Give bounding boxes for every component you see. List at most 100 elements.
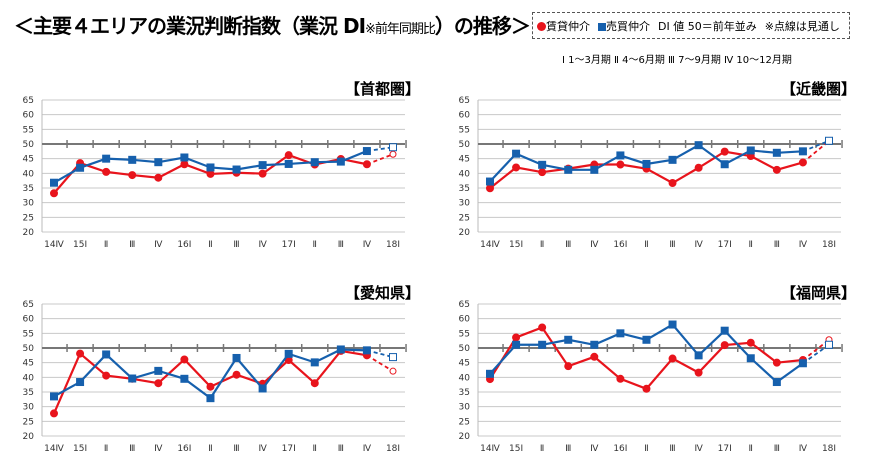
page-title: ＜主要４エリアの業況判断指数（業況 DI※前年同期比）の推移＞ — [14, 10, 531, 39]
data-point — [798, 158, 807, 167]
y-tick-label: 25 — [23, 213, 34, 223]
data-point — [154, 158, 163, 167]
y-tick-label: 45 — [23, 155, 34, 165]
y-tick-label: 60 — [23, 315, 35, 325]
data-point — [362, 147, 371, 156]
title-main: ＜主要４エリアの業況判断指数（業況 DI — [14, 14, 366, 38]
title-note: ※前年同期比 — [365, 22, 436, 37]
legend-chintai-label: 賃貸仲介 — [546, 19, 590, 33]
period-legend: Ⅰ 1～3月期 Ⅱ 4～6月期 Ⅲ 7～9月期 Ⅳ 10～12月期 — [562, 55, 792, 66]
x-tick-label: 14Ⅳ — [480, 240, 500, 250]
data-point — [154, 366, 163, 375]
data-point — [310, 379, 319, 388]
x-tick-label: 15Ⅰ — [509, 240, 523, 250]
x-tick-label: 14Ⅳ — [44, 444, 64, 454]
data-point — [336, 345, 345, 354]
y-tick-label: 40 — [23, 169, 35, 179]
forecast-point — [389, 367, 397, 375]
legend: 賃貸仲介 売買仲介 DI 値 50＝前年並み ※点線は見通し — [532, 12, 850, 39]
forecast-point — [825, 136, 833, 145]
data-point — [512, 340, 521, 349]
x-tick-label: Ⅲ — [233, 240, 239, 250]
forecast-point — [389, 143, 397, 152]
data-point — [720, 160, 729, 169]
data-point — [180, 374, 189, 383]
y-tick-label: 65 — [23, 300, 34, 310]
x-tick-label: Ⅱ — [540, 240, 544, 250]
data-point — [180, 355, 189, 364]
data-point — [206, 382, 215, 391]
data-point — [642, 159, 651, 168]
data-point — [232, 370, 241, 379]
x-tick-label: Ⅱ — [313, 240, 317, 250]
x-tick-label: Ⅳ — [258, 444, 267, 454]
chart-aichi: 【愛知県】 20 25 30 35 40 45 50 55 60 65 14Ⅳ 15Ⅰ Ⅱ Ⅲ Ⅳ 16Ⅰ Ⅱ Ⅲ Ⅳ… — [0, 279, 436, 469]
data-point — [310, 358, 319, 367]
data-point — [180, 153, 189, 162]
x-tick-label: Ⅲ — [338, 444, 344, 454]
y-tick-label: 60 — [459, 315, 471, 325]
forecast-line — [802, 344, 830, 364]
x-tick-label: Ⅱ — [313, 444, 317, 454]
x-tick-label: 15Ⅰ — [509, 444, 523, 454]
data-point — [642, 335, 651, 344]
y-tick-label: 55 — [23, 125, 34, 135]
data-point — [564, 362, 573, 371]
x-tick-label: Ⅲ — [233, 444, 239, 454]
data-point — [616, 329, 625, 338]
legend-di-note: DI 値 50＝前年並み — [658, 19, 757, 33]
y-tick-label: 50 — [459, 140, 471, 150]
y-tick-label: 25 — [459, 417, 470, 427]
y-tick-label: 25 — [23, 417, 34, 427]
x-tick-label: Ⅲ — [669, 444, 675, 454]
legend-baibai: 売買仲介 — [598, 18, 650, 34]
data-point — [694, 163, 703, 172]
data-point — [746, 146, 755, 155]
y-tick-label: 65 — [459, 300, 470, 310]
data-point — [206, 163, 215, 172]
x-tick-label: Ⅲ — [669, 240, 675, 250]
x-tick-label: 18Ⅰ — [386, 444, 400, 454]
x-tick-label: Ⅳ — [154, 240, 163, 250]
y-tick-label: 60 — [23, 111, 35, 121]
data-point — [486, 184, 494, 193]
y-tick-label: 55 — [459, 125, 470, 135]
y-tick-label: 30 — [23, 199, 35, 209]
data-point — [590, 165, 599, 174]
x-tick-label: Ⅳ — [694, 444, 703, 454]
data-point — [50, 409, 58, 418]
data-point — [694, 368, 703, 377]
data-point — [772, 378, 781, 387]
chart-svg: 20 25 30 35 40 45 50 55 60 65 14Ⅳ 15Ⅰ Ⅱ Ⅲ Ⅳ 16Ⅰ Ⅱ Ⅲ Ⅳ 17Ⅰ Ⅱ Ⅲ… — [23, 300, 407, 454]
data-point — [206, 394, 215, 403]
data-point — [642, 384, 651, 393]
data-point — [772, 165, 781, 174]
y-tick-label: 50 — [23, 140, 35, 150]
x-tick-label: 18Ⅰ — [822, 444, 836, 454]
data-point — [538, 340, 547, 349]
data-point — [694, 141, 703, 150]
data-point — [486, 177, 494, 186]
data-point — [668, 354, 677, 363]
forecast-point — [825, 340, 833, 349]
y-tick-label: 50 — [459, 344, 471, 354]
y-tick-label: 35 — [23, 184, 34, 194]
forecast-line — [366, 153, 394, 166]
x-tick-label: Ⅱ — [208, 444, 212, 454]
data-point — [564, 335, 573, 344]
data-point — [232, 353, 241, 362]
chart-title: 【愛知県】 — [344, 284, 420, 302]
data-point — [180, 160, 189, 169]
x-tick-label: Ⅱ — [749, 240, 753, 250]
forecast-point — [389, 150, 397, 158]
data-point — [616, 151, 625, 160]
data-point — [258, 384, 267, 393]
data-point — [538, 168, 547, 177]
legend-dotted-note: ※点線は見通し — [764, 19, 840, 33]
x-tick-label: Ⅳ — [590, 444, 599, 454]
y-tick-label: 35 — [459, 388, 470, 398]
chart-svg: 20 25 30 35 40 45 50 55 60 65 14Ⅳ 15Ⅰ Ⅱ Ⅲ Ⅳ 16Ⅰ Ⅱ Ⅲ Ⅳ 17Ⅰ Ⅱ Ⅲ… — [459, 96, 843, 250]
data-point — [154, 173, 163, 182]
data-point — [284, 349, 293, 358]
data-point — [512, 163, 521, 172]
